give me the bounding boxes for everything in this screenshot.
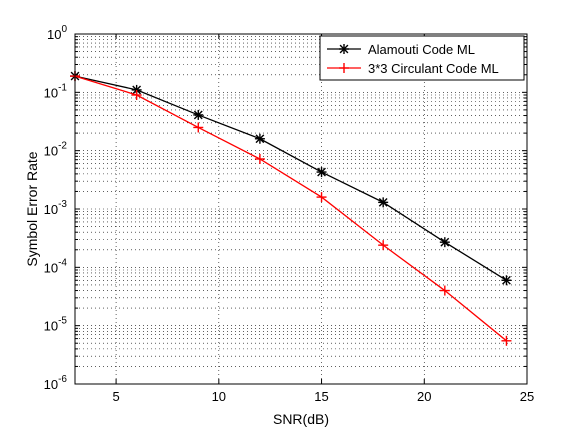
y-axis-label: Symbol Error Rate: [24, 151, 40, 266]
y-tick-label: 10-5: [44, 316, 68, 334]
y-tick-label: 100: [47, 24, 67, 42]
legend-box: [319, 35, 525, 81]
grid: [75, 34, 527, 384]
data-point: [378, 240, 389, 251]
x-tick-label: 15: [314, 389, 328, 404]
series-line-1: [74, 75, 507, 281]
data-point: [193, 122, 204, 133]
y-tick-label: 10-2: [44, 141, 68, 159]
y-tick-label: 10-1: [44, 82, 68, 100]
legend-label: Alamouti Code ML: [368, 42, 475, 57]
data-point: [316, 167, 327, 178]
x-tick-label: 5: [112, 389, 119, 404]
y-tick-label: 10-3: [44, 199, 68, 217]
data-point: [439, 285, 450, 296]
data-point: [193, 109, 204, 120]
data-point: [316, 192, 327, 203]
legend: Alamouti Code ML 3*3 Circulant Code ML: [319, 35, 525, 81]
x-tick-label: 25: [520, 389, 534, 404]
data-point: [254, 153, 265, 164]
legend-label: 3*3 Circulant Code ML: [368, 61, 499, 76]
x-tick-label: 10: [212, 389, 226, 404]
x-axis-label: SNR(dB): [273, 411, 329, 427]
data-point: [501, 335, 512, 346]
data-point: [378, 197, 389, 208]
series-line-2: [74, 75, 507, 342]
legend-marker: [339, 44, 349, 54]
data-point: [439, 237, 450, 248]
y-tick-label: 10-4: [44, 257, 68, 275]
data-point: [501, 275, 512, 286]
tick-labels: 5 10 15 20 25 100 10-1 10-2 10-3 10-4 10-5 10-6: [44, 24, 535, 404]
data-point: [131, 90, 142, 101]
legend-marker: [339, 63, 349, 73]
data-point: [254, 133, 265, 144]
x-tick-label: 20: [417, 389, 431, 404]
y-tick-label: 10-6: [44, 374, 68, 392]
